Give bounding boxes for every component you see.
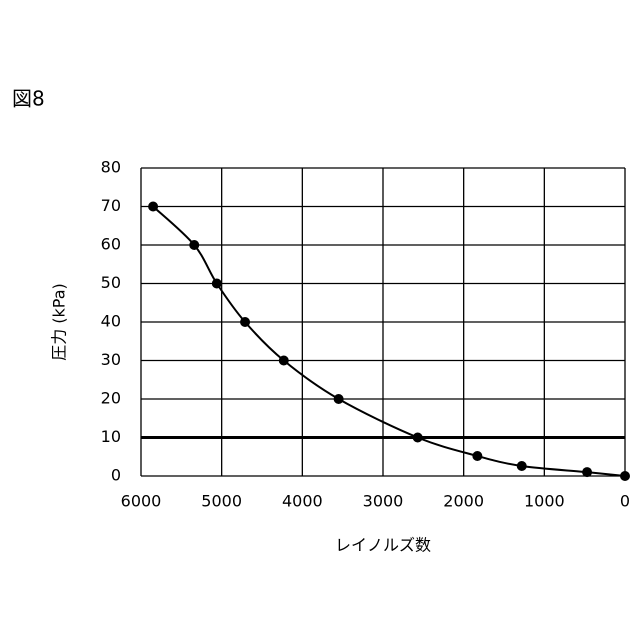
x-tick-label: 2000: [443, 492, 484, 511]
x-axis-label: レイノルズ数: [335, 536, 431, 555]
data-point: [472, 451, 482, 461]
x-tick-label: 6000: [121, 492, 162, 511]
data-point: [582, 467, 592, 477]
y-tick-label: 70: [101, 196, 121, 215]
data-point: [212, 279, 222, 289]
y-tick-label: 50: [101, 273, 121, 292]
data-point: [413, 433, 423, 443]
x-tick-label: 3000: [363, 492, 404, 511]
y-tick-label: 20: [101, 389, 121, 408]
x-tick-label: 0: [620, 492, 630, 511]
y-tick-label: 30: [101, 350, 121, 369]
data-point: [620, 471, 630, 481]
y-tick-label: 10: [101, 427, 121, 446]
data-point: [240, 317, 250, 327]
figure-label: 図8: [12, 87, 45, 111]
x-tick-label: 4000: [282, 492, 323, 511]
chart: 図8 レイノルズ数 圧力 (kPa) 0 10 20 30 40 50 60 70 80 6000…: [0, 0, 640, 640]
y-tick-label: 40: [101, 312, 121, 331]
y-axis-label: 圧力 (kPa): [50, 283, 69, 361]
curve: [153, 207, 625, 477]
data-point: [517, 461, 527, 471]
x-tick-label: 5000: [201, 492, 242, 511]
x-tick-label: 1000: [524, 492, 565, 511]
data-point: [148, 202, 158, 212]
y-tick-label: 80: [101, 158, 121, 177]
y-tick-label: 0: [111, 466, 121, 485]
y-tick-label: 60: [101, 235, 121, 254]
data-point: [279, 356, 289, 366]
data-point: [334, 394, 344, 404]
data-point: [189, 240, 199, 250]
